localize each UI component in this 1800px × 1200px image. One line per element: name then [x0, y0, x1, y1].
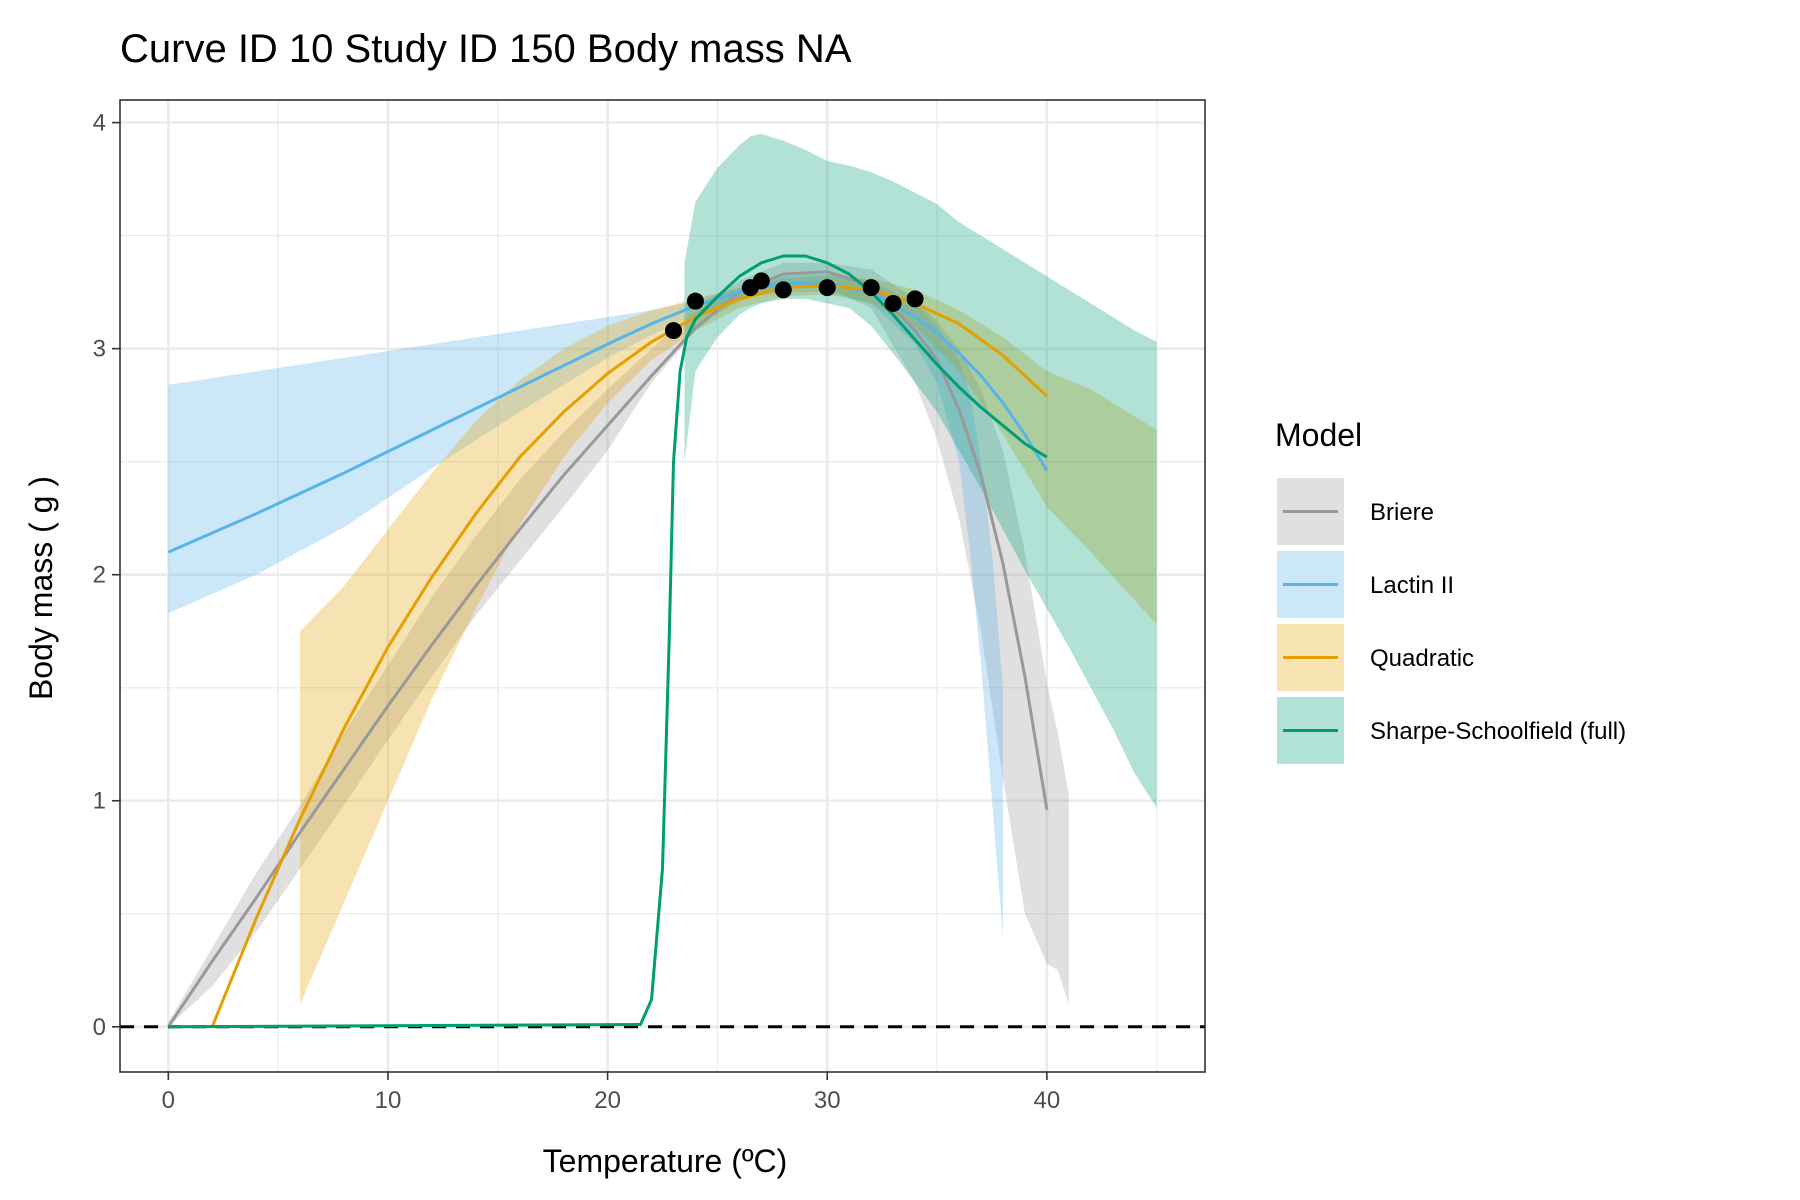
band-sharpe-schoolfield-full- [684, 133, 1157, 808]
legend-label-briere: Briere [1370, 499, 1434, 526]
line-sharpe-schoolfield-full- [168, 254, 1048, 1029]
y-tick-label: 2 [93, 562, 106, 589]
legend: Model Briere Lactin II Quadratic Sharpe-Sch… [1275, 417, 1626, 764]
y-tick-label: 3 [93, 336, 106, 363]
data-point [774, 281, 792, 299]
data-point [752, 272, 770, 290]
x-tick-label: 20 [594, 1087, 621, 1114]
y-tick-label: 1 [93, 788, 106, 815]
data-point [818, 279, 836, 297]
chart-title: Curve ID 10 Study ID 150 Body mass NA [120, 27, 852, 71]
x-axis: 0 10 20 30 40 [162, 1072, 1061, 1114]
y-axis-title: Body mass ( g ) [23, 476, 59, 700]
x-axis-title: Temperature (ºC) [543, 1143, 788, 1179]
legend-label-sharpe-schoolfield-full-: Sharpe-Schoolfield (full) [1370, 718, 1626, 745]
x-tick-label: 40 [1034, 1087, 1061, 1114]
band-briere [168, 262, 1069, 1027]
legend-items: Briere Lactin II Quadratic Sharpe-Schoolfie… [1277, 478, 1626, 764]
legend-title: Model [1275, 417, 1362, 453]
band-lactin-ii [168, 274, 1003, 937]
data-point [664, 322, 682, 340]
y-tick-label: 4 [93, 110, 106, 137]
x-tick-label: 0 [162, 1087, 175, 1114]
grid [120, 100, 1205, 1072]
plot-panel [120, 100, 1205, 1072]
x-tick-label: 30 [814, 1087, 841, 1114]
data-point [686, 292, 704, 310]
plot-border [119, 99, 1206, 1073]
data-point [884, 294, 902, 312]
band-quadratic [300, 276, 1157, 1005]
confidence-bands [168, 133, 1157, 1027]
data-point [906, 290, 924, 308]
legend-label-lactin-ii: Lactin II [1370, 572, 1454, 599]
observed-points [664, 272, 924, 340]
line-briere [167, 270, 1049, 1028]
y-tick-label: 0 [93, 1014, 106, 1041]
data-point [862, 279, 880, 297]
legend-label-quadratic: Quadratic [1370, 645, 1474, 672]
y-axis: 0 1 2 3 4 [93, 110, 120, 1041]
x-tick-label: 10 [375, 1087, 402, 1114]
